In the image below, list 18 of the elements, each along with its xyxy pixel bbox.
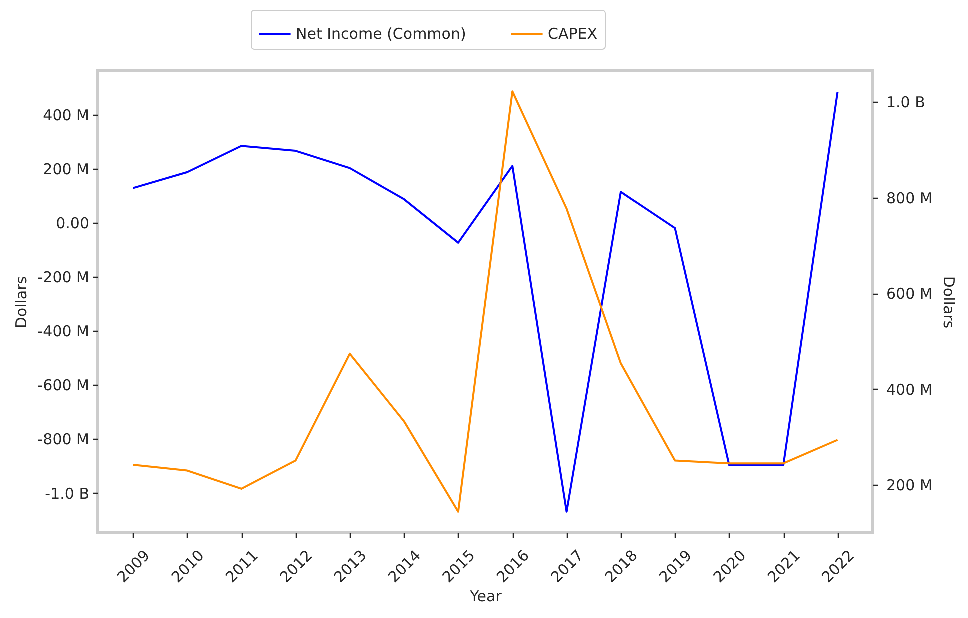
y-tick-label: -200 M: [38, 268, 90, 286]
y2-tick-label: 200 M: [886, 476, 933, 495]
legend-label: Net Income (Common): [296, 25, 466, 43]
y-tick-label: -800 M: [38, 430, 90, 449]
y2-tick-label: 1.0 B: [886, 94, 926, 112]
y-tick-label: -600 M: [38, 376, 90, 395]
legend-label: CAPEX: [548, 25, 598, 43]
y-tick-label: 200 M: [43, 160, 90, 178]
y-axis-title: Dollars: [12, 276, 31, 329]
y2-tick-label: 800 M: [886, 189, 933, 208]
y-tick-label: -400 M: [38, 322, 90, 341]
y2-axis-title: Dollars: [940, 276, 958, 329]
y2-tick-label: 400 M: [886, 380, 933, 399]
y-tick-label: 0.00: [56, 214, 90, 232]
y-tick-label: -1.0 B: [45, 484, 90, 503]
y2-tick-label: 600 M: [886, 285, 933, 304]
y-tick-label: 400 M: [43, 106, 90, 124]
x-axis-title: Year: [469, 588, 503, 606]
